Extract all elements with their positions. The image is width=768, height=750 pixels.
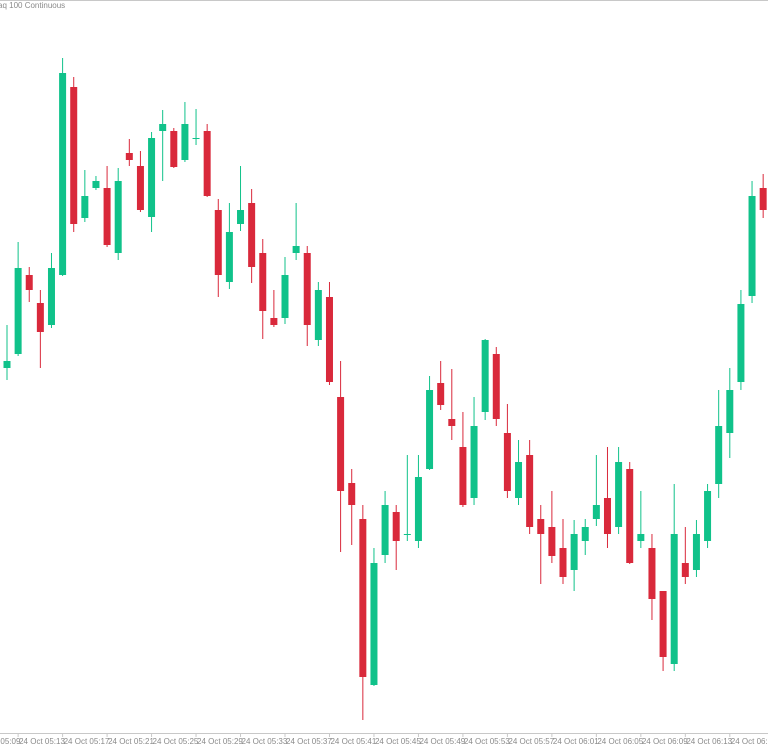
candle-body <box>515 462 523 498</box>
candle-body <box>36 303 44 332</box>
x-tick-label: 24 Oct 06:09 <box>642 737 688 746</box>
candle-body <box>414 477 422 541</box>
candle-body <box>392 512 400 541</box>
x-tick-label: 24 Oct 05:13 <box>19 737 65 746</box>
x-tick-label: 24 Oct 06:01 <box>553 737 599 746</box>
candle-body <box>348 483 356 505</box>
candle-body <box>25 275 33 290</box>
x-tick-label: 24 Oct 06:05 <box>597 737 643 746</box>
candle-body <box>715 426 723 484</box>
candle-body <box>103 188 111 245</box>
x-tick-label: 24 Oct 05:17 <box>64 737 110 746</box>
candle-body <box>726 390 734 433</box>
candle-body <box>503 433 511 491</box>
candle-body <box>581 527 589 541</box>
candle-body <box>114 181 122 253</box>
x-tick-label: 24 Oct 06:17 <box>731 737 768 746</box>
candle-body <box>14 268 22 354</box>
candle-body <box>181 124 189 160</box>
candle-body <box>526 455 534 527</box>
x-tick-label: 24 Oct 05:53 <box>464 737 510 746</box>
candle-body <box>481 340 489 412</box>
candle-body <box>136 166 144 210</box>
candle-body <box>370 563 378 685</box>
candle-body <box>159 124 167 131</box>
x-tick-label: 24 Oct 05:29 <box>197 737 243 746</box>
candle-body <box>248 203 256 267</box>
candle-body <box>637 534 645 541</box>
candle-body <box>225 232 233 282</box>
x-tick-label: 24 Oct 05:33 <box>242 737 288 746</box>
candle-body <box>470 426 478 498</box>
x-tick-label: 24 Oct 05:37 <box>286 737 332 746</box>
candle-body <box>314 290 322 340</box>
candle-body <box>592 505 600 519</box>
candle-body <box>737 304 745 382</box>
x-tick-label: 24 Oct 05:25 <box>153 737 199 746</box>
x-tick-label: 24 Oct 05:49 <box>419 737 465 746</box>
candle-body <box>759 188 767 210</box>
candle-body <box>203 131 211 196</box>
candle-body <box>47 268 55 325</box>
candle-body <box>426 390 434 469</box>
candle-body <box>125 153 133 160</box>
candle-body <box>170 131 178 167</box>
candle-body <box>570 534 578 570</box>
candle-body <box>704 491 712 541</box>
candle-body <box>259 253 267 311</box>
candle-body <box>214 210 222 275</box>
candle-body <box>548 527 556 556</box>
x-tick-label: 24 Oct 06:13 <box>686 737 732 746</box>
candle-body <box>448 419 456 426</box>
candle-body <box>59 73 67 275</box>
chart-title: aq 100 Continuous <box>0 1 65 10</box>
candle-body <box>359 519 367 677</box>
candle-body <box>559 548 567 577</box>
candle-body <box>337 397 345 491</box>
x-tick-label: 24 Oct 05:45 <box>375 737 421 746</box>
candle-body <box>626 469 634 563</box>
x-tick-label: 24 Oct 05:41 <box>330 737 376 746</box>
candle-body <box>603 498 611 534</box>
candle-body <box>670 534 678 664</box>
candle-body <box>403 534 411 535</box>
candle-body <box>148 138 156 217</box>
candle-body <box>537 519 545 534</box>
candle-body <box>3 361 11 368</box>
candle-body <box>237 210 245 224</box>
candle-body <box>281 275 289 318</box>
candle-body <box>81 196 89 218</box>
candle-body <box>459 447 467 505</box>
candle-body <box>70 87 78 224</box>
candle-body <box>192 138 200 139</box>
candle-body <box>381 505 389 555</box>
candle-body <box>615 462 623 527</box>
candle-body <box>692 534 700 570</box>
candle-body <box>92 181 100 188</box>
x-tick-label: 24 Oct 05:21 <box>108 737 154 746</box>
candle-body <box>492 354 500 419</box>
x-tick-label: 24 Oct 05:09 <box>0 737 21 746</box>
candle-body <box>681 563 689 577</box>
candle-body <box>748 196 756 296</box>
candle-body <box>659 591 667 657</box>
candle-body <box>437 383 445 405</box>
candle-body <box>325 297 333 382</box>
candle-body <box>648 548 656 599</box>
candle-body <box>292 246 300 253</box>
candle-body <box>270 318 278 325</box>
x-tick-label: 24 Oct 05:57 <box>508 737 554 746</box>
candle-body <box>303 253 311 325</box>
